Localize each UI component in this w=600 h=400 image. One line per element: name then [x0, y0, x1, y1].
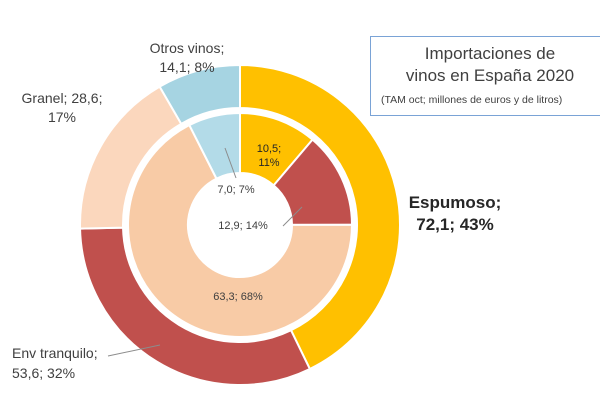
leader-line-env-tranquilo [107, 344, 161, 357]
inner-label-line: 63,3; 68% [213, 291, 263, 303]
outer-label-line: 53,6; 32% [12, 365, 75, 381]
slices-layer [79, 63, 401, 386]
inner-label-otros-vinos: 7,0; 7% [217, 184, 255, 196]
inner-label-line: 12,9; 14% [218, 220, 268, 232]
inner-label-line: 7,0; 7% [217, 184, 255, 196]
inner-label-granel: 63,3; 68% [213, 291, 263, 303]
inner-slice-granel [127, 123, 354, 338]
chart-title-box: Importaciones de vinos en España 2020 (T… [370, 36, 600, 116]
outer-label-line: 14,1; 8% [159, 59, 214, 75]
outer-label-env-tranquilo: Env tranquilo; 53,6; 32% [12, 345, 98, 381]
leader-line-12-9 [282, 206, 303, 227]
inner-label-env-tranquilo: 12,9; 14% [218, 220, 268, 232]
leader-line-7-0 [224, 147, 237, 179]
inner-label-line: 11% [258, 157, 279, 169]
outer-label-espumoso: Espumoso; 72,1; 43% [409, 193, 502, 234]
outer-label-line: Granel; 28,6; [22, 90, 103, 106]
outer-slice-env-tranquilo [79, 226, 312, 386]
outer-label-line: 17% [48, 109, 76, 125]
inner-label-espumoso: 10,5; 11% [257, 143, 281, 169]
outer-label-line: Espumoso; [409, 193, 502, 212]
outer-label-granel: Granel; 28,6; 17% [22, 90, 103, 125]
outer-label-otros-vinos: Otros vinos; 14,1; 8% [150, 40, 225, 75]
outer-slice-otros-vinos [158, 63, 241, 126]
inner-label-line: 10,5; [257, 143, 281, 155]
chart-title-line2: vinos en España 2020 [405, 66, 575, 85]
chart-title-line1: Importaciones de [424, 44, 556, 63]
outer-label-line: Otros vinos; [150, 40, 225, 56]
inner-slice-otros-vinos [187, 111, 241, 180]
outer-label-line: 72,1; 43% [416, 215, 494, 234]
chart-subtitle: (TAM oct; millones de euros y de litros) [381, 94, 563, 106]
outer-slice-espumoso [239, 63, 401, 371]
labels-layer: Espumoso; 72,1; 43% Env tranquilo; 53,6; 32… [12, 40, 501, 381]
outer-label-line: Env tranquilo; [12, 345, 98, 361]
